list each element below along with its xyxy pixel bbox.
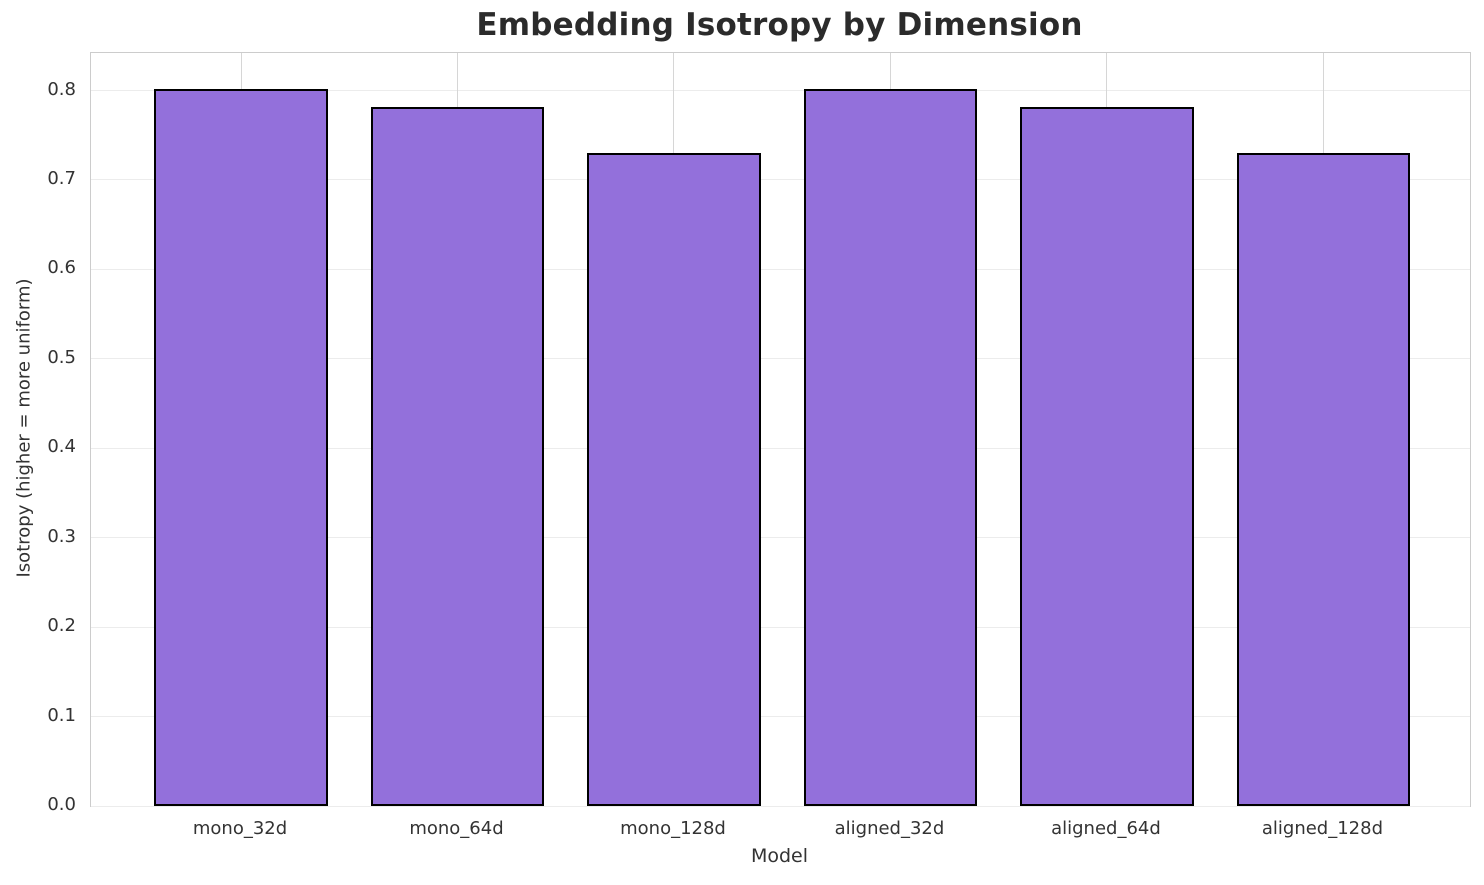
horizontal-gridline <box>91 626 1470 628</box>
bar-aligned_64d <box>1020 106 1194 806</box>
bar-mono_128d <box>587 153 761 806</box>
horizontal-gridline <box>91 90 1470 92</box>
x-tick-label: aligned_32d <box>834 818 945 839</box>
horizontal-gridline <box>91 447 1470 449</box>
horizontal-gridline <box>91 716 1470 718</box>
x-tick-label: mono_128d <box>620 818 726 839</box>
y-tick-label: 0.2 <box>47 615 76 637</box>
y-tick-label: 0.7 <box>47 167 76 189</box>
bar-mono_64d <box>370 106 545 806</box>
y-tick-label: 0.5 <box>47 346 76 368</box>
bar-aligned_128d <box>1236 153 1411 806</box>
y-axis-label: Isotropy (higher = more uniform) <box>13 278 35 578</box>
y-tick-label: 0.0 <box>47 794 76 815</box>
plot-area <box>90 52 1471 807</box>
y-tick-label: 0.3 <box>47 525 76 547</box>
horizontal-gridline <box>91 268 1470 270</box>
x-tick-label: mono_32d <box>192 818 288 839</box>
horizontal-gridline <box>91 358 1470 360</box>
x-axis-label: Model <box>750 845 809 867</box>
horizontal-gridline <box>91 805 1470 807</box>
y-tick-label: 0.4 <box>47 436 76 458</box>
x-tick-label: aligned_64d <box>1051 818 1161 839</box>
x-tick-label: mono_64d <box>409 818 504 839</box>
horizontal-gridline <box>91 537 1470 539</box>
y-tick-label: 0.8 <box>47 78 76 100</box>
x-tick-label: aligned_128d <box>1261 818 1384 839</box>
y-tick-label: 0.6 <box>47 257 76 279</box>
y-tick-label: 0.1 <box>47 704 76 726</box>
horizontal-gridline <box>91 179 1470 181</box>
bar-aligned_32d <box>803 88 978 806</box>
bar-mono_32d <box>154 88 328 806</box>
chart-title: Embedding Isotropy by Dimension <box>476 7 1083 43</box>
